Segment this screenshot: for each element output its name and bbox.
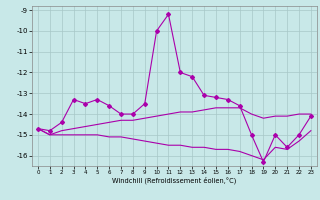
X-axis label: Windchill (Refroidissement éolien,°C): Windchill (Refroidissement éolien,°C) (112, 177, 236, 184)
